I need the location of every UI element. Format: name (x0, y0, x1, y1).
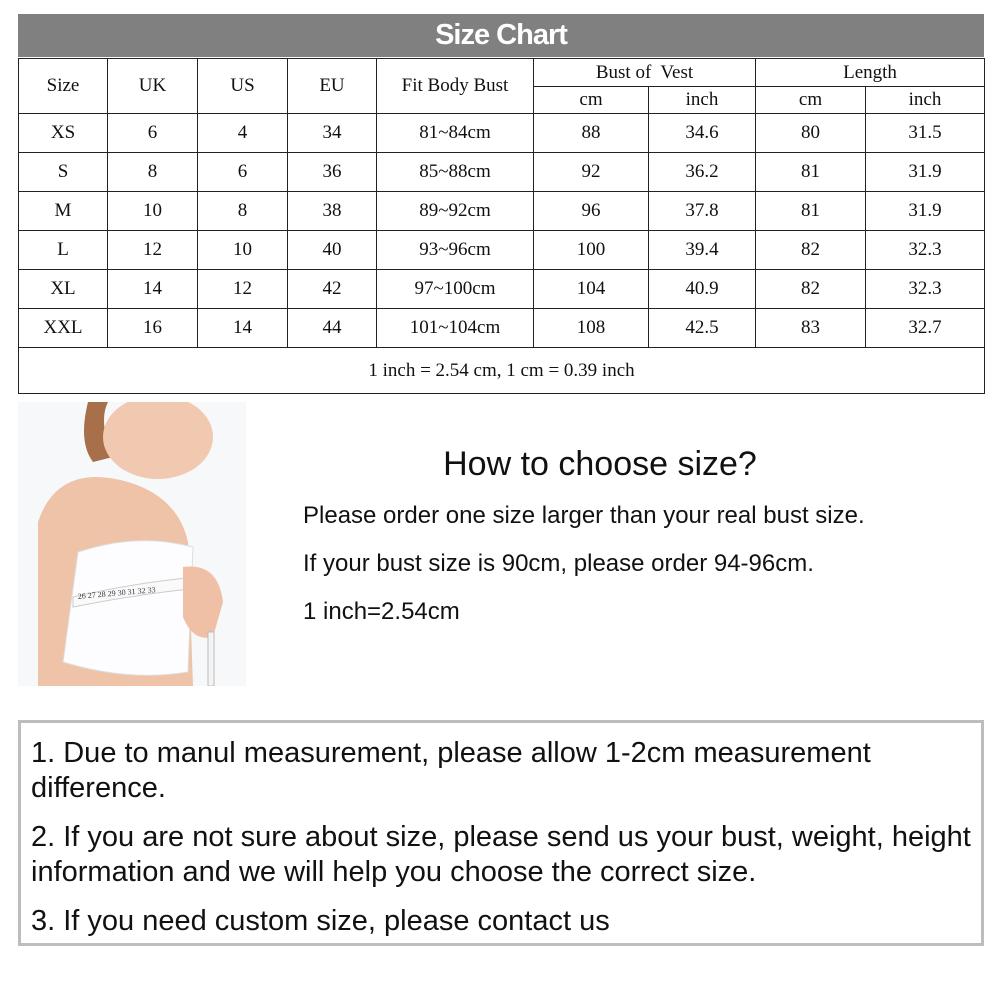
table-cell: 16 (107, 308, 198, 348)
table-cell: 83 (755, 308, 866, 348)
table-cell: 93~96cm (376, 230, 534, 270)
table-cell: 42.5 (648, 308, 756, 348)
table-cell: L (18, 230, 108, 270)
table-row: XXL 16 14 44 101~104cm 108 42.5 83 32.7 (18, 308, 986, 348)
header-fit-body-bust: Fit Body Bust (376, 58, 534, 114)
table-cell: 31.9 (864, 152, 986, 192)
table-cell: 97~100cm (376, 269, 534, 309)
table-row: XL 14 12 42 97~100cm 104 40.9 82 32.3 (18, 269, 986, 309)
table-cell: 4 (197, 113, 288, 153)
table-cell: M (18, 191, 108, 231)
howto-line-2: If your bust size is 90cm, please order … (303, 550, 814, 577)
table-cell: 42 (287, 269, 377, 309)
header-bust-of-vest: Bust of Vest (533, 58, 756, 87)
size-chart-title: Size Chart (18, 14, 984, 57)
note-2: 2. If you are not sure about size, pleas… (31, 821, 971, 888)
measuring-bust-photo: 26 27 28 29 30 31 32 33 (18, 402, 246, 686)
table-cell: 14 (107, 269, 198, 309)
table-cell: 12 (107, 230, 198, 270)
header-length: Length (754, 58, 986, 87)
howto-line-3: 1 inch=2.54cm (303, 598, 460, 625)
table-cell: 40 (287, 230, 377, 270)
header-bust-inch: inch (648, 86, 756, 114)
how-to-title: How to choose size? (443, 445, 757, 483)
header-eu: EU (287, 58, 377, 114)
table-cell: 6 (107, 113, 198, 153)
table-cell: 37.8 (648, 191, 756, 231)
table-cell: XXL (18, 308, 108, 348)
table-cell: 89~92cm (376, 191, 534, 231)
note-3: 3. If you need custom size, please conta… (31, 905, 610, 937)
header-uk: UK (107, 58, 198, 114)
table-cell: XS (18, 113, 108, 153)
note-1: 1. Due to manul measurement, please allo… (31, 737, 871, 804)
table-cell: 104 (533, 269, 649, 309)
table-cell: 81 (755, 152, 866, 192)
table-cell: 39.4 (648, 230, 756, 270)
table-cell: 36 (287, 152, 377, 192)
header-size: Size (18, 58, 108, 114)
table-cell: 80 (755, 113, 866, 153)
header-us: US (197, 58, 288, 114)
table-cell: 96 (533, 191, 649, 231)
table-cell: 82 (755, 269, 866, 309)
table-cell: 8 (107, 152, 198, 192)
notes-box: 1. Due to manul measurement, please allo… (18, 720, 984, 946)
table-row: XS 6 4 34 81~84cm 88 34.6 80 31.5 (18, 113, 986, 153)
table-cell: 92 (533, 152, 649, 192)
table-cell: 81 (755, 191, 866, 231)
howto-line-1: Please order one size larger than your r… (303, 502, 865, 529)
size-table: Size UK US EU Fit Body Bust Bust of Vest… (17, 58, 986, 394)
table-cell: 34.6 (648, 113, 756, 153)
table-cell: 101~104cm (376, 308, 534, 348)
header-length-cm: cm (755, 86, 866, 114)
table-cell: 36.2 (648, 152, 756, 192)
table-cell: XL (18, 269, 108, 309)
table-cell: 88 (533, 113, 649, 153)
table-row: L 12 10 40 93~96cm 100 39.4 82 32.3 (18, 230, 986, 270)
table-cell: 85~88cm (376, 152, 534, 192)
table-cell: 10 (197, 230, 288, 270)
table-cell: 44 (287, 308, 377, 348)
table-cell: 6 (197, 152, 288, 192)
header-bust-cm: cm (533, 86, 649, 114)
table-cell: S (18, 152, 108, 192)
table-cell: 108 (533, 308, 649, 348)
table-row: S 8 6 36 85~88cm 92 36.2 81 31.9 (18, 152, 986, 192)
table-cell: 81~84cm (376, 113, 534, 153)
table-cell: 31.9 (864, 191, 986, 231)
table-cell: 100 (533, 230, 649, 270)
table-cell: 8 (197, 191, 288, 231)
table-cell: 10 (107, 191, 198, 231)
conversion-note: 1 inch = 2.54 cm, 1 cm = 0.39 inch (17, 347, 986, 394)
table-row: M 10 8 38 89~92cm 96 37.8 81 31.9 (18, 191, 986, 231)
table-cell: 12 (197, 269, 288, 309)
table-cell: 38 (287, 191, 377, 231)
table-cell: 32.7 (864, 308, 986, 348)
table-cell: 82 (755, 230, 866, 270)
header-length-inch: inch (864, 86, 986, 114)
table-cell: 32.3 (864, 269, 986, 309)
table-cell: 34 (287, 113, 377, 153)
table-cell: 32.3 (864, 230, 986, 270)
table-cell: 40.9 (648, 269, 756, 309)
table-cell: 31.5 (864, 113, 986, 153)
table-cell: 14 (197, 308, 288, 348)
